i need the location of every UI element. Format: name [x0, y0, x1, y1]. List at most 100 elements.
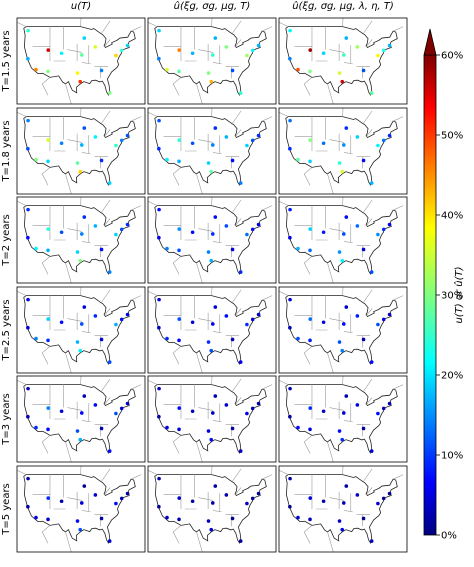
station-dot — [177, 317, 182, 321]
station-dot — [344, 36, 349, 40]
station-dot — [93, 224, 98, 228]
station-dot — [119, 317, 124, 322]
panel-frame — [16, 286, 146, 374]
station-dot — [210, 322, 215, 326]
row-label: T=1.8 years — [1, 120, 12, 182]
station-dot — [344, 305, 349, 309]
map-outline — [148, 466, 276, 552]
map — [279, 287, 407, 373]
station-dot — [78, 258, 83, 263]
station-dot — [213, 36, 218, 40]
station-dot — [296, 336, 300, 341]
station-dot — [99, 68, 104, 73]
station-dot — [79, 143, 84, 147]
station-dot — [209, 437, 214, 442]
panel-frame — [147, 107, 277, 195]
map — [279, 376, 407, 462]
station-dot — [245, 143, 249, 148]
panel-frame — [147, 465, 277, 553]
station-dot — [230, 158, 235, 163]
station-dot — [250, 48, 255, 53]
station-dot — [107, 449, 112, 453]
station-dot — [308, 159, 312, 164]
map — [279, 18, 407, 104]
station-dot — [107, 360, 112, 364]
station-dot — [79, 411, 84, 415]
colorbar-tick-label: 10% — [441, 451, 463, 462]
station-dot — [78, 527, 83, 532]
row-label: T=2.5 years — [1, 299, 12, 361]
station-dot — [157, 504, 161, 509]
station-dot — [157, 235, 161, 240]
station-dot — [165, 336, 169, 341]
station-dot — [26, 476, 30, 481]
station-dot — [157, 146, 161, 151]
station-dot — [114, 53, 118, 58]
station-dot — [230, 426, 235, 431]
station-dot — [34, 67, 38, 72]
panel-frame — [278, 17, 408, 105]
station-dot — [46, 48, 51, 52]
station-dot — [165, 425, 169, 430]
station-dot — [288, 56, 292, 61]
station-dot — [165, 67, 169, 72]
station-dot — [93, 403, 98, 407]
station-dot — [210, 143, 215, 147]
station-dot — [381, 317, 386, 322]
station-dot — [210, 53, 215, 57]
station-dot — [93, 493, 98, 497]
panel-frame — [16, 107, 146, 195]
station-dot — [157, 476, 161, 481]
station-dot — [46, 496, 51, 500]
map-outline — [279, 108, 407, 194]
station-dot — [381, 406, 386, 411]
station-dot — [125, 312, 130, 317]
station-dot — [224, 314, 229, 318]
station-dot — [119, 48, 124, 53]
station-dot — [213, 305, 218, 309]
panel-frame — [278, 107, 408, 195]
map-outline — [148, 287, 276, 373]
station-dot — [190, 51, 195, 56]
station-dot — [308, 496, 313, 500]
station-dot — [337, 250, 342, 254]
panel-frame — [16, 465, 146, 553]
map-panel — [278, 17, 408, 105]
colorbar-tick-label: 30% — [441, 291, 463, 302]
station-dot — [46, 138, 51, 142]
station-dot — [376, 411, 380, 416]
station-dot — [26, 118, 30, 123]
station-dot — [46, 338, 50, 343]
station-dot — [376, 322, 380, 327]
station-dot — [238, 181, 243, 185]
row-label: T=5 years — [1, 483, 12, 536]
map-panel — [278, 375, 408, 463]
map — [17, 466, 145, 552]
station-dot — [308, 427, 312, 432]
station-dot — [238, 270, 243, 274]
panel-frame — [278, 196, 408, 284]
station-dot — [256, 401, 261, 406]
station-dot — [245, 53, 249, 58]
station-dot — [245, 232, 249, 237]
station-dot — [288, 476, 292, 481]
station-dot — [341, 232, 346, 236]
station-dot — [209, 348, 214, 353]
station-dot — [288, 504, 292, 509]
station-dot — [75, 250, 80, 254]
station-dot — [245, 501, 249, 506]
station-dot — [256, 222, 261, 227]
station-dot — [157, 297, 161, 302]
station-dot — [224, 224, 229, 228]
station-dot — [99, 337, 104, 342]
station-dot — [337, 340, 342, 344]
map — [148, 466, 276, 552]
station-dot — [177, 227, 182, 231]
station-dot — [238, 449, 243, 453]
map — [17, 18, 145, 104]
station-dot — [206, 429, 211, 433]
station-dot — [190, 230, 195, 235]
station-dot — [82, 126, 87, 130]
map-panel — [278, 196, 408, 284]
